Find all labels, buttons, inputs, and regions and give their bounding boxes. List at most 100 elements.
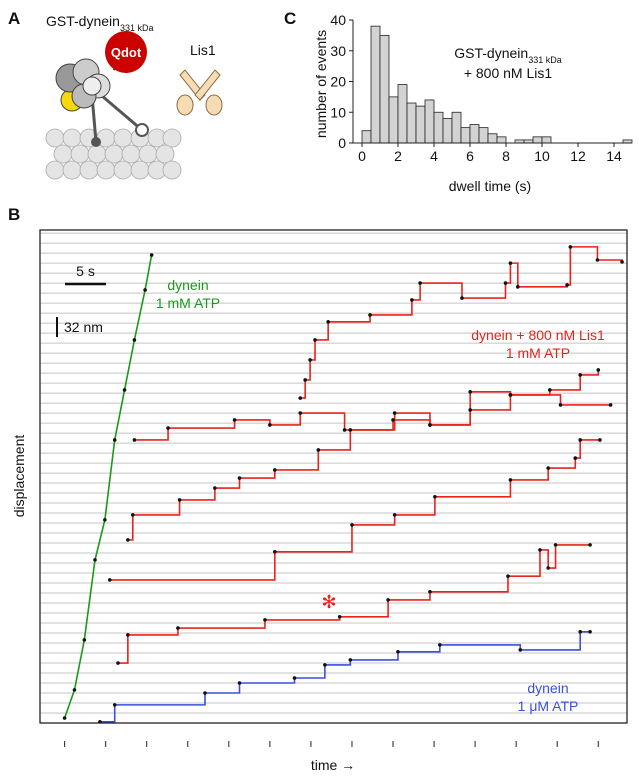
- trace-point: [546, 466, 550, 470]
- trace-point: [203, 691, 207, 695]
- trace-point: [595, 258, 600, 262]
- trace-point: [558, 403, 563, 407]
- x-tick-label: 12: [570, 148, 586, 164]
- scale-bar-label: 32 nm: [64, 319, 103, 335]
- x-tick-label: 10: [534, 148, 550, 164]
- trace-point: [337, 614, 342, 619]
- trace-point: [503, 281, 508, 285]
- trace-point: [112, 438, 117, 442]
- bar: [397, 84, 408, 144]
- trace-point: [298, 411, 303, 415]
- y-tick-label: 10: [330, 104, 346, 120]
- trace-point: [468, 390, 472, 394]
- trace-point: [82, 638, 87, 642]
- trace-point: [237, 476, 242, 480]
- trace-point: [578, 629, 583, 634]
- construct-sub: 331 kDa: [120, 23, 154, 33]
- trace: [63, 254, 153, 719]
- trace-point: [213, 486, 217, 490]
- bar: [532, 136, 543, 144]
- trace-point: [116, 661, 120, 665]
- trace-label: dynein: [527, 680, 568, 696]
- panel-label: B: [8, 205, 20, 224]
- qdot-label: Qdot: [111, 45, 142, 60]
- trace-point: [112, 703, 117, 707]
- trace-point: [126, 633, 130, 637]
- panel-label: C: [284, 9, 296, 28]
- trace-point: [428, 423, 432, 427]
- trace-point: [508, 478, 513, 482]
- x-axis-label: dwell time (s): [449, 178, 531, 194]
- trace-point: [396, 649, 400, 654]
- bar: [406, 102, 417, 144]
- trace-point: [438, 643, 442, 647]
- trace-point: [608, 403, 613, 407]
- trace-point: [166, 426, 170, 430]
- y-tick-label: 0: [338, 135, 346, 151]
- dynein: *: [55, 58, 149, 147]
- trace-point: [553, 543, 558, 547]
- y-tick-label: 40: [330, 12, 346, 28]
- trace-point: [143, 288, 147, 292]
- y-axis-label: number of events: [313, 30, 329, 138]
- trace-point: [298, 396, 303, 400]
- trace-point: [130, 513, 135, 517]
- bar: [541, 136, 552, 144]
- trace-point: [508, 261, 513, 265]
- trace-point: [428, 589, 432, 594]
- trace-point: [460, 296, 464, 300]
- trace-point: [326, 320, 330, 324]
- y-tick-label: 20: [330, 74, 346, 90]
- trace-point: [588, 543, 592, 547]
- trace-point: [342, 428, 347, 432]
- bar: [442, 118, 453, 144]
- trace-point: [588, 629, 592, 634]
- x-tick-label: 8: [502, 148, 510, 164]
- trace-point: [308, 358, 312, 362]
- trace-point: [303, 378, 307, 382]
- trace-label: 1 μM ATP: [518, 698, 579, 714]
- trace-point: [538, 548, 542, 552]
- trace-point: [263, 618, 267, 622]
- trace-point: [122, 388, 127, 392]
- annotation-sub: 331 kDa: [528, 55, 562, 65]
- trace-point: [350, 523, 354, 527]
- x-tick-label: 4: [430, 148, 438, 164]
- trace-point: [506, 574, 510, 578]
- bar: [487, 133, 498, 144]
- trace-point: [72, 688, 77, 692]
- histogram-annotation: GST-dynein331 kDa: [454, 45, 561, 65]
- trace-point: [433, 495, 437, 499]
- trace-point: [565, 283, 569, 287]
- trace-point: [313, 338, 317, 342]
- trace-point: [132, 438, 137, 442]
- bar: [433, 111, 444, 144]
- trace: [99, 630, 591, 723]
- bar: [388, 96, 399, 144]
- trace-point: [391, 418, 395, 422]
- trace-point: [418, 281, 422, 285]
- trace-point: [598, 438, 602, 442]
- trace-point: [578, 438, 583, 442]
- trace-point: [316, 448, 321, 452]
- scale-bar-label: 5 s: [76, 263, 95, 279]
- trace-label: dynein + 800 nM Lis1: [471, 327, 605, 343]
- bar: [451, 111, 462, 144]
- trace-label: 1 mM ATP: [156, 295, 220, 311]
- trace-point: [368, 313, 372, 317]
- x-tick-label: 14: [606, 148, 622, 164]
- construct-label: GST-dynein331 kDa: [46, 13, 153, 33]
- trace-point: [176, 626, 180, 630]
- trace-point: [392, 513, 397, 517]
- trace-point: [508, 393, 513, 397]
- trace-point: [149, 253, 154, 257]
- trace-point: [386, 598, 390, 602]
- trace-point: [596, 368, 601, 372]
- trace-point: [410, 298, 414, 302]
- trace-point: [126, 538, 130, 542]
- qdot: [105, 31, 147, 73]
- trace-point: [62, 716, 67, 720]
- bar: [361, 130, 372, 144]
- trace-point: [518, 648, 523, 652]
